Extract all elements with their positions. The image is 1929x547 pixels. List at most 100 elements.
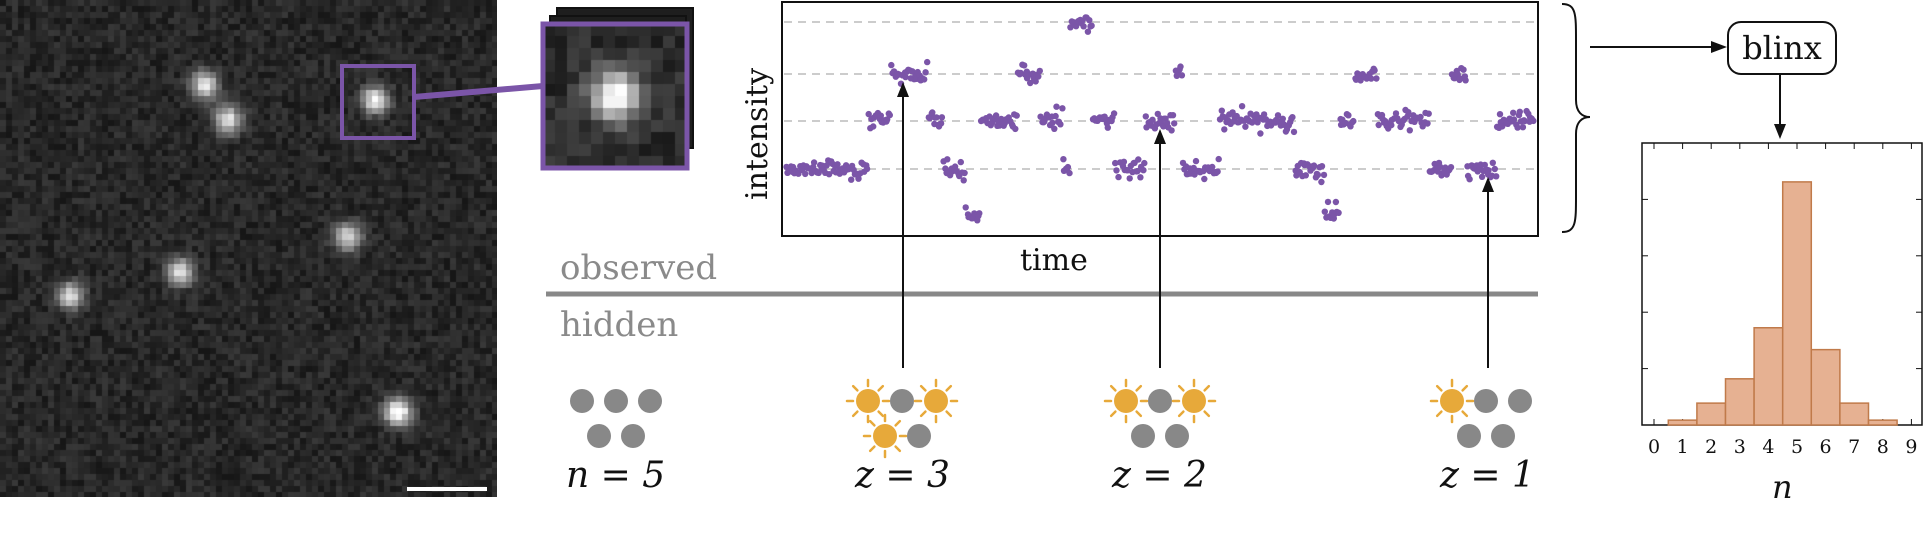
- trace-point: [865, 110, 872, 118]
- trace-point: [998, 115, 1005, 123]
- trace-point: [1310, 162, 1318, 169]
- trace-point: [1462, 77, 1469, 84]
- trace-point: [1013, 112, 1020, 119]
- histogram-tick-label: 6: [1819, 436, 1832, 458]
- trace-point: [1149, 116, 1156, 124]
- trace-point: [929, 109, 936, 116]
- histogram-bar: [1781, 181, 1813, 426]
- trace-point: [1491, 165, 1499, 173]
- x-axis-label: time: [1020, 243, 1088, 278]
- trace-point: [1274, 112, 1282, 119]
- trace-point: [1112, 159, 1119, 167]
- selection-box: [340, 64, 416, 140]
- trace-point: [1142, 113, 1150, 120]
- trace-point: [1242, 123, 1249, 130]
- trace-point: [1437, 163, 1444, 171]
- trace-point: [1209, 163, 1216, 171]
- arrowhead: [897, 82, 909, 97]
- emitter-off-icon: [1491, 424, 1515, 448]
- trace-point: [1289, 114, 1296, 121]
- trace-point: [1171, 120, 1178, 127]
- state-label-z1: z = 1: [1440, 455, 1535, 496]
- trace-point: [1481, 161, 1489, 169]
- histogram-bar: [1867, 419, 1898, 426]
- trace-point: [1064, 163, 1072, 171]
- emitter-on-icon: [1429, 378, 1475, 424]
- trace-point: [1320, 171, 1328, 179]
- trace-point: [1177, 63, 1184, 70]
- trace-point: [1279, 115, 1287, 123]
- trace-point: [1057, 121, 1064, 128]
- hidden-label: hidden: [560, 305, 679, 345]
- trace-point: [924, 58, 931, 66]
- trace-point: [1214, 168, 1221, 175]
- trace-point: [834, 161, 841, 168]
- trace-point: [1257, 130, 1264, 137]
- trace-point: [1510, 109, 1517, 117]
- histogram-bar: [1753, 327, 1784, 426]
- emitter-off-icon: [621, 424, 645, 448]
- trace-point: [888, 61, 895, 69]
- histogram-bar: [1839, 402, 1870, 426]
- trace-point: [1318, 178, 1325, 186]
- trace-point: [1101, 113, 1108, 120]
- emitter-group: [570, 389, 662, 448]
- trace-point: [1120, 158, 1128, 165]
- state-label-z3: z = 3: [855, 455, 950, 496]
- trace-point: [1020, 62, 1028, 69]
- trace-point: [937, 120, 945, 127]
- histogram-tick-label: 9: [1905, 436, 1918, 458]
- histogram-tick-label: 1: [1676, 436, 1689, 458]
- trace-point: [1169, 112, 1177, 119]
- trace-point: [957, 158, 964, 166]
- brace: [1561, 3, 1591, 233]
- emitter-off-icon: [907, 424, 931, 448]
- emitter-on-icon: [845, 378, 891, 424]
- trace-point: [1135, 156, 1142, 163]
- trace-point: [1392, 110, 1400, 117]
- trace-point: [1052, 112, 1059, 120]
- state-label-n: n = 5: [566, 455, 666, 496]
- trace-point: [1137, 174, 1144, 181]
- trace-point: [1027, 79, 1034, 87]
- trace-point: [1417, 113, 1424, 121]
- trace-point: [1425, 110, 1432, 117]
- trace-point: [1080, 23, 1087, 30]
- trace-point: [1424, 120, 1431, 127]
- histogram-tick-label: 7: [1848, 436, 1861, 458]
- trace-point: [1375, 121, 1382, 129]
- trace-point: [1521, 117, 1529, 125]
- trace-point: [1053, 103, 1060, 110]
- trace-point: [1406, 127, 1414, 134]
- trace-point: [922, 69, 929, 76]
- trace-point: [1516, 108, 1524, 116]
- emitter-off-icon: [1148, 389, 1172, 413]
- trace-point: [902, 73, 909, 81]
- emitter-on-icon: [1103, 378, 1149, 424]
- zoom-connector: [413, 83, 544, 100]
- trace-point: [848, 176, 855, 183]
- trace-point: [825, 171, 833, 178]
- trace-point: [1345, 112, 1352, 119]
- trace-point: [1140, 167, 1147, 174]
- trace-point: [1290, 128, 1298, 136]
- trace-point: [1371, 67, 1378, 74]
- trace-point: [1530, 117, 1537, 125]
- emitter-off-icon: [638, 389, 662, 413]
- trace-point: [960, 177, 967, 184]
- trace-point: [938, 114, 946, 121]
- histogram-bar: [1667, 419, 1698, 426]
- trace-point: [909, 68, 916, 75]
- trace-point: [1221, 126, 1228, 133]
- trace-point: [1084, 28, 1092, 35]
- emitter-off-icon: [1474, 389, 1498, 413]
- histogram-bar: [1810, 348, 1841, 426]
- trace-point: [1368, 75, 1375, 82]
- arrowhead: [1482, 177, 1494, 192]
- trace-point: [1460, 66, 1467, 73]
- emitter-group: [1103, 378, 1217, 448]
- blinx-model-box: blinx: [1727, 21, 1837, 75]
- trace-point: [1036, 67, 1044, 75]
- trace-point: [1493, 173, 1500, 180]
